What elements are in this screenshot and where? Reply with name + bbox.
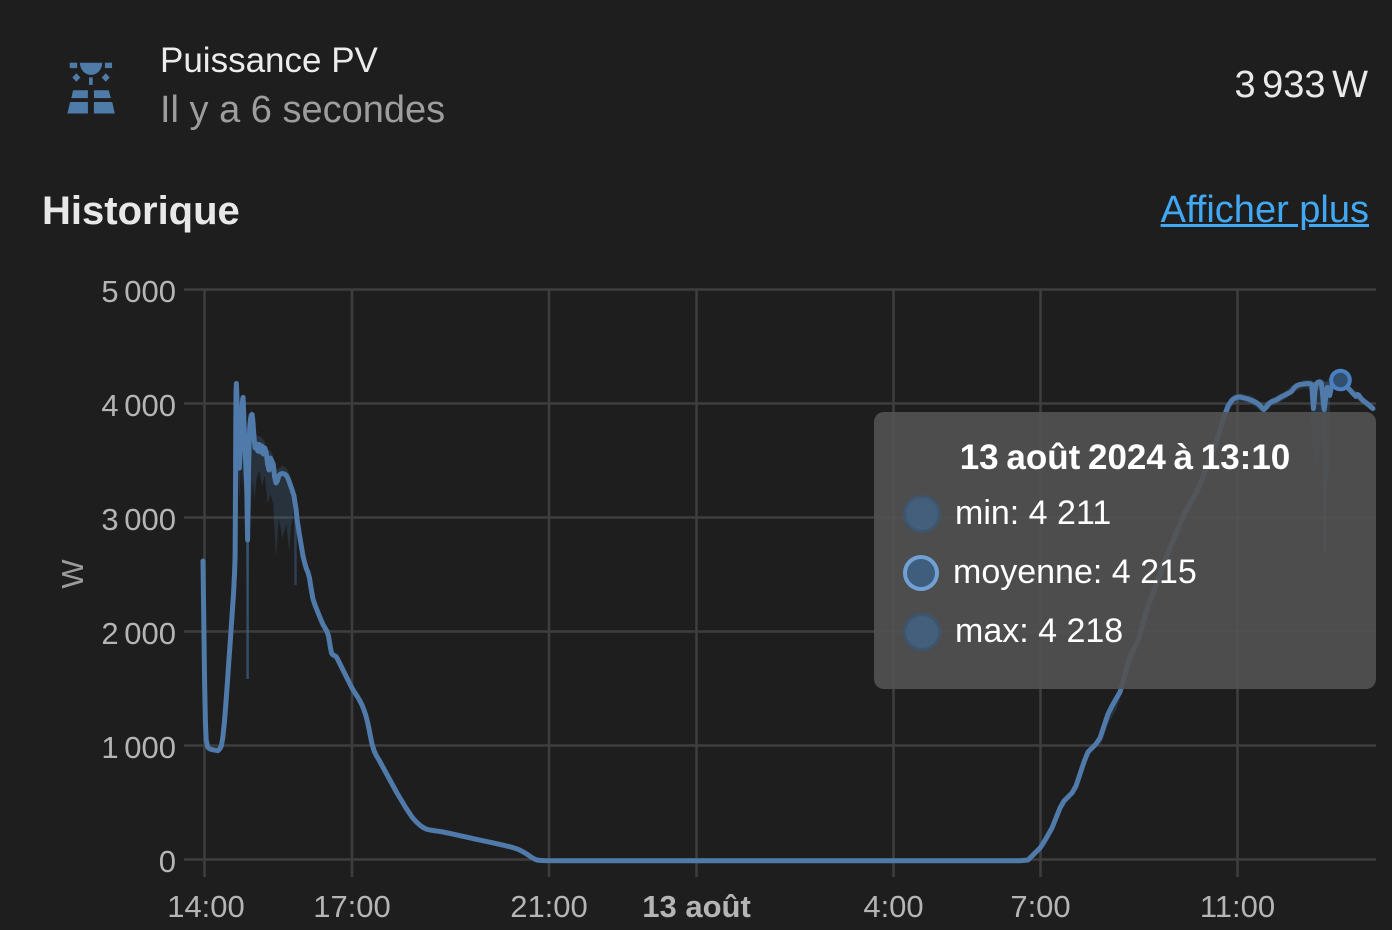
svg-text:2 000: 2 000	[101, 616, 176, 651]
svg-text:21:00: 21:00	[510, 889, 588, 924]
svg-text:4:00: 4:00	[863, 889, 923, 924]
svg-text:4 000: 4 000	[101, 388, 176, 423]
svg-text:3 000: 3 000	[101, 502, 176, 537]
svg-text:7:00: 7:00	[1010, 889, 1070, 924]
svg-text:13 août: 13 août	[642, 889, 751, 924]
svg-text:17:00: 17:00	[313, 889, 391, 924]
svg-text:1 000: 1 000	[101, 730, 176, 765]
svg-text:14:00: 14:00	[167, 889, 245, 924]
svg-text:11:00: 11:00	[1200, 889, 1275, 924]
svg-text:5 000: 5 000	[101, 274, 176, 309]
svg-text:0: 0	[159, 844, 176, 879]
svg-text:W: W	[55, 559, 90, 589]
